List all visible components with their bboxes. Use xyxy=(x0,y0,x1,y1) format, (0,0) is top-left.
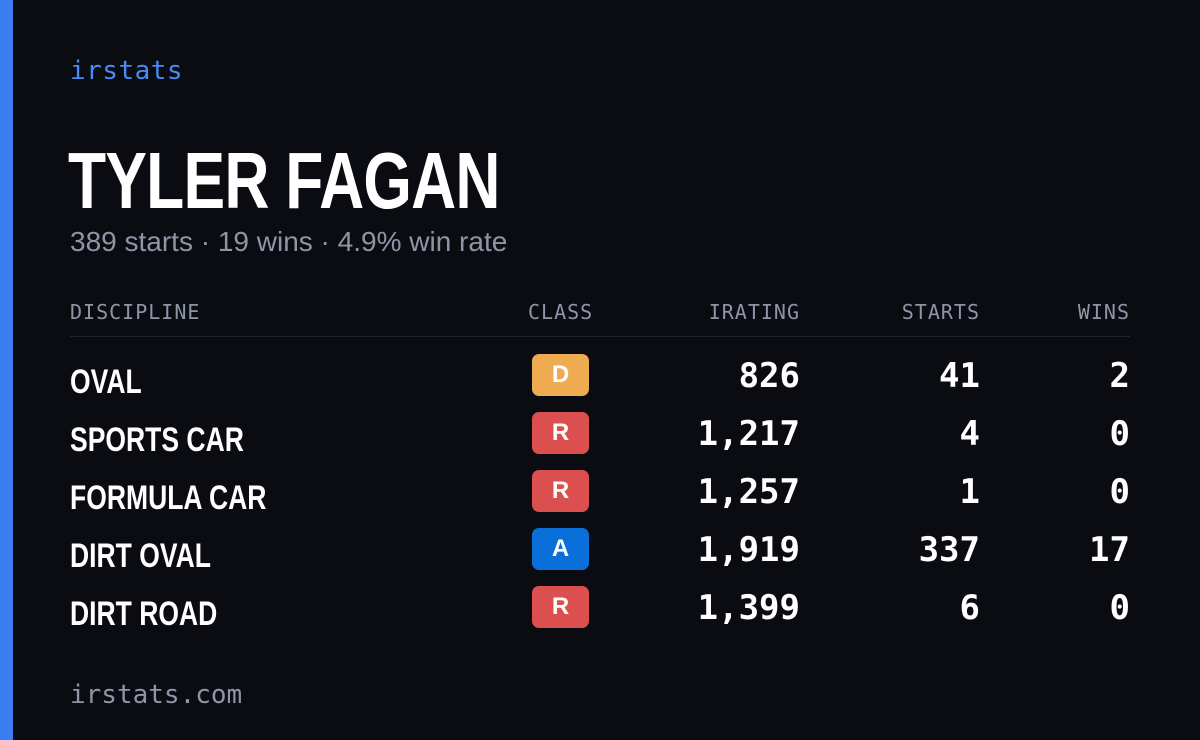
class-badge: A xyxy=(532,528,589,570)
starts-value: 41 xyxy=(939,356,980,396)
header-discipline: DISCIPLINE xyxy=(70,300,201,324)
irating-value: 1,217 xyxy=(697,414,800,454)
wins-value: 17 xyxy=(1089,530,1130,570)
wins-value: 0 xyxy=(1109,472,1130,512)
accent-bar xyxy=(0,0,13,740)
class-badge: R xyxy=(532,412,589,454)
header-starts: STARTS xyxy=(901,300,980,324)
driver-summary: 389 starts · 19 wins · 4.9% win rate xyxy=(70,226,508,257)
irating-value: 1,399 xyxy=(697,588,800,628)
discipline-label: DIRT ROAD xyxy=(70,595,218,633)
starts-value: 337 xyxy=(918,530,980,570)
wins-value: 0 xyxy=(1109,414,1130,454)
footer-url[interactable]: irstats.com xyxy=(70,680,243,710)
irating-value: 1,919 xyxy=(697,530,800,570)
wins-value: 2 xyxy=(1109,356,1130,396)
table-row: DIRT ROAD R 1,399 6 0 xyxy=(70,586,1130,638)
starts-value: 6 xyxy=(959,588,980,628)
discipline-label: OVAL xyxy=(70,363,142,401)
table-row: FORMULA CAR R 1,257 1 0 xyxy=(70,470,1130,522)
header-wins: WINS xyxy=(1077,300,1130,324)
class-badge: R xyxy=(532,470,589,512)
table-header: DISCIPLINE CLASS IRATING STARTS WINS xyxy=(70,300,1130,337)
table-row: OVAL D 826 41 2 xyxy=(70,354,1130,406)
driver-name: TYLER FAGAN xyxy=(68,136,500,225)
discipline-label: SPORTS CAR xyxy=(70,421,244,459)
class-badge: D xyxy=(532,354,589,396)
class-badge: R xyxy=(532,586,589,628)
starts-value: 1 xyxy=(959,472,980,512)
header-irating: IRATING xyxy=(708,300,800,324)
irating-value: 826 xyxy=(738,356,800,396)
irating-value: 1,257 xyxy=(697,472,800,512)
discipline-label: FORMULA CAR xyxy=(70,479,267,517)
brand-logo-text[interactable]: irstats xyxy=(70,56,184,86)
table-row: DIRT OVAL A 1,919 337 17 xyxy=(70,528,1130,580)
wins-value: 0 xyxy=(1109,588,1130,628)
discipline-label: DIRT OVAL xyxy=(70,537,211,575)
starts-value: 4 xyxy=(959,414,980,454)
table-row: SPORTS CAR R 1,217 4 0 xyxy=(70,412,1130,464)
header-class: CLASS xyxy=(528,300,594,324)
